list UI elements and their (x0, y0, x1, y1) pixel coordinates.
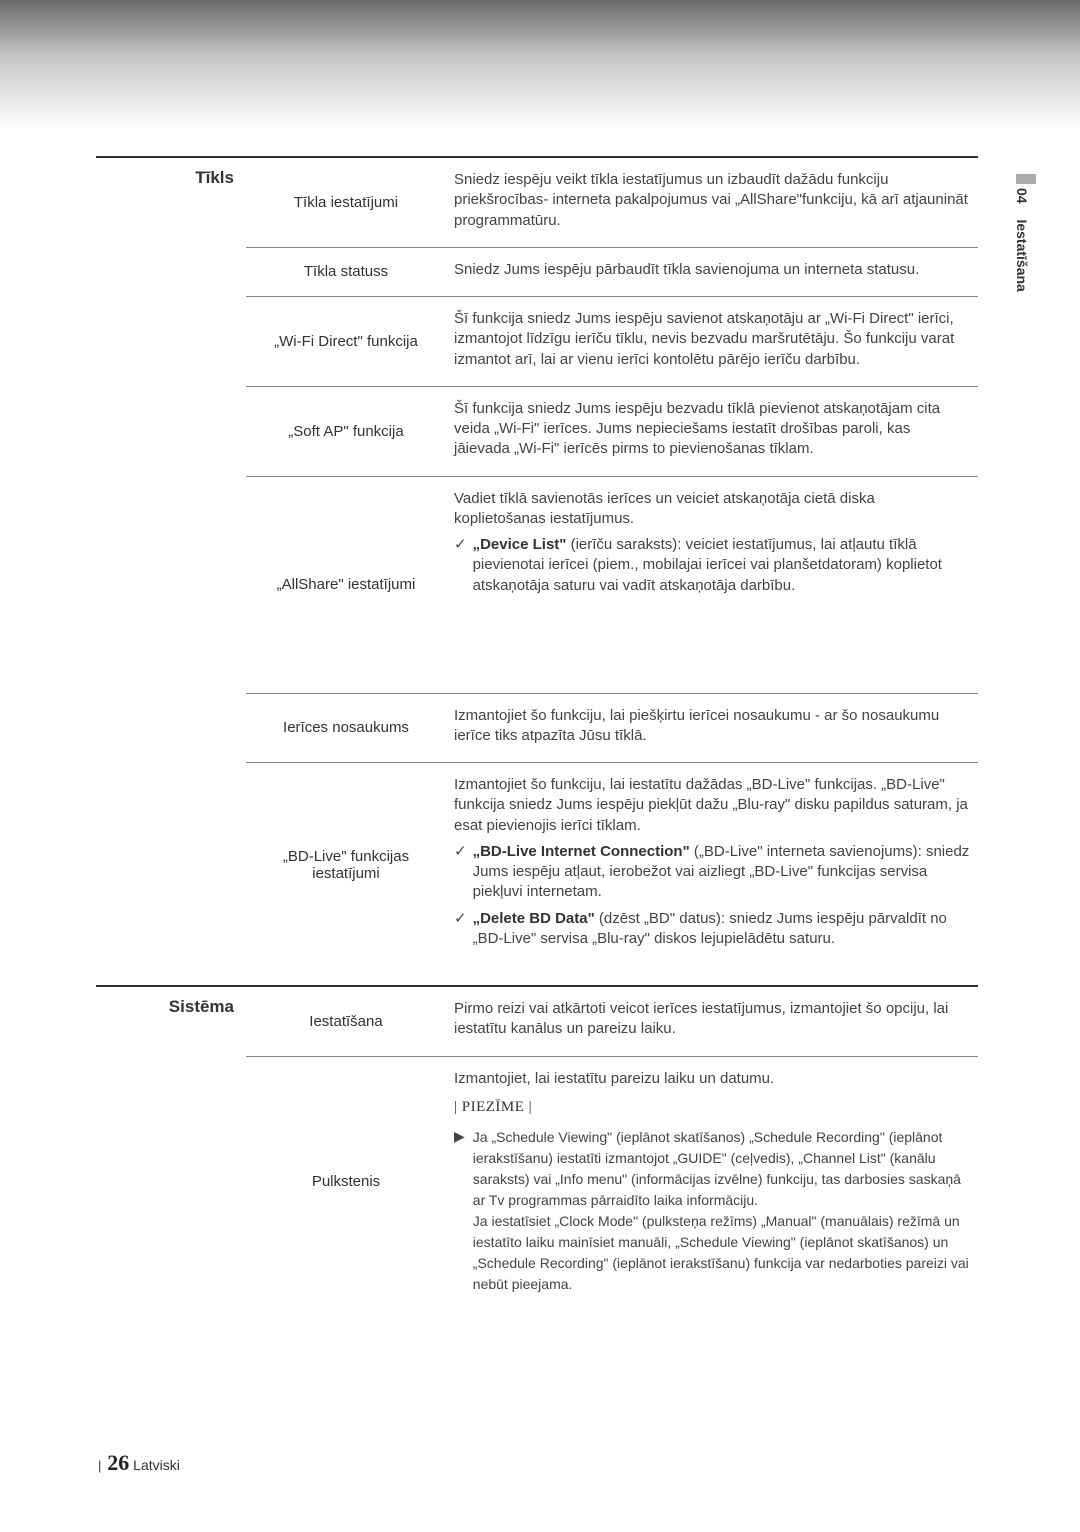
section-label: Tīkls (96, 158, 246, 967)
table-row: Ierīces nosaukumsIzmantojiet šo funkciju… (246, 693, 978, 763)
table-row: IestatīšanaPirmo reizi vai atkārtoti vei… (246, 987, 978, 1056)
desc-text: Izmantojiet šo funkciju, lai iestatītu d… (454, 775, 970, 836)
check-icon: ✓ (454, 535, 467, 596)
item-description: Sniedz iespēju veikt tīkla iestatījumus … (446, 166, 978, 239)
arrow-icon: ▶ (454, 1127, 465, 1295)
page-number: 26 (107, 1450, 129, 1475)
items-column: IestatīšanaPirmo reizi vai atkārtoti vei… (246, 987, 978, 1307)
item-name: „Wi-Fi Direct" funkcija (246, 305, 446, 378)
side-tab-mark (1016, 174, 1036, 184)
note-text: Ja „Schedule Viewing" (ieplānot skatīšan… (473, 1127, 970, 1295)
footer: | 26 Latviski (96, 1450, 180, 1476)
table-row: Tīkla statuss Sniedz Jums iespēju pārbaud… (246, 247, 978, 296)
desc-text: Izmantojiet šo funkciju, lai piešķirtu i… (454, 706, 970, 747)
item-name: „BD-Live" funkcijas iestatījumi (246, 771, 446, 959)
desc-text: Vadiet tīklā savienotās ierīces un veici… (454, 489, 970, 530)
note-title: | PIEZĪME | (454, 1097, 970, 1117)
table-row: „Soft AP" funkcijaŠī funkcija sniedz Jum… (246, 386, 978, 476)
item-name: Pulkstenis (246, 1065, 446, 1300)
item-description: Pirmo reizi vai atkārtoti veicot ierīces… (446, 995, 978, 1048)
section-label: Sistēma (96, 987, 246, 1307)
desc-text: Šī funkcija sniedz Jums iespēju savienot… (454, 309, 970, 370)
sub-item: ✓„Device List" (ierīču saraksts): veicie… (454, 535, 970, 596)
item-description: Izmantojiet šo funkciju, lai iestatītu d… (446, 771, 978, 959)
item-description: Vadiet tīklā savienotās ierīces un veici… (446, 485, 978, 685)
note-bullet: ▶Ja „Schedule Viewing" (ieplānot skatīša… (454, 1127, 970, 1295)
sub-text: „Delete BD Data" (dzēst „BD" datus): sni… (473, 909, 970, 950)
section-row: TīklsTīkla iestatījumiSniedz iespēju vei… (96, 156, 978, 967)
desc-text: Šī funkcija sniedz Jums iespēju bezvadu … (454, 399, 970, 460)
item-description: Izmantojiet šo funkciju, lai piešķirtu i… (446, 702, 978, 755)
table-row: Pulkstenis Izmantojiet, lai iestatītu par… (246, 1056, 978, 1308)
item-name: „AllShare" iestatījumi (246, 485, 446, 685)
item-name: Ierīces nosaukums (246, 702, 446, 755)
sub-text: „BD-Live Internet Connection" („BD-Live"… (473, 842, 970, 903)
item-description: Sniedz Jums iespēju pārbaudīt tīkla savi… (446, 256, 978, 288)
desc-text: Pirmo reizi vai atkārtoti veicot ierīces… (454, 999, 970, 1040)
side-tab-text: Iestatīšana (1014, 219, 1030, 291)
table-row: „Wi-Fi Direct" funkcijaŠī funkcija snied… (246, 296, 978, 386)
check-icon: ✓ (454, 909, 467, 950)
item-name: Tīkla statuss (246, 256, 446, 288)
desc-text: Sniedz Jums iespēju pārbaudīt tīkla savi… (454, 260, 970, 280)
table-row: Tīkla iestatījumiSniedz iespēju veikt tī… (246, 158, 978, 247)
item-name: Iestatīšana (246, 995, 446, 1048)
table-row: „AllShare" iestatījumiVadiet tīklā savie… (246, 476, 978, 693)
sub-item: ✓„BD-Live Internet Connection" („BD-Live… (454, 842, 970, 903)
desc-text: Sniedz iespēju veikt tīkla iestatījumus … (454, 170, 970, 231)
section-row: SistēmaIestatīšanaPirmo reizi vai atkārt… (96, 985, 978, 1307)
table-row: „BD-Live" funkcijas iestatījumiIzmantoji… (246, 762, 978, 967)
header-gradient (0, 0, 1080, 130)
side-tab: 04 Iestatīšana (1014, 188, 1030, 292)
item-description: Šī funkcija sniedz Jums iespēju savienot… (446, 305, 978, 378)
item-description: Šī funkcija sniedz Jums iespēju bezvadu … (446, 395, 978, 468)
footer-lang: Latviski (133, 1457, 180, 1473)
desc-text: Izmantojiet, lai iestatītu pareizu laiku… (454, 1069, 970, 1089)
check-icon: ✓ (454, 842, 467, 903)
sub-item: ✓„Delete BD Data" (dzēst „BD" datus): sn… (454, 909, 970, 950)
items-column: Tīkla iestatījumiSniedz iespēju veikt tī… (246, 158, 978, 967)
sub-text: „Device List" (ierīču saraksts): veiciet… (473, 535, 970, 596)
item-name: „Soft AP" funkcija (246, 395, 446, 468)
item-description: Izmantojiet, lai iestatītu pareizu laiku… (446, 1065, 978, 1300)
side-tab-number: 04 (1014, 188, 1030, 204)
item-name: Tīkla iestatījumi (246, 166, 446, 239)
